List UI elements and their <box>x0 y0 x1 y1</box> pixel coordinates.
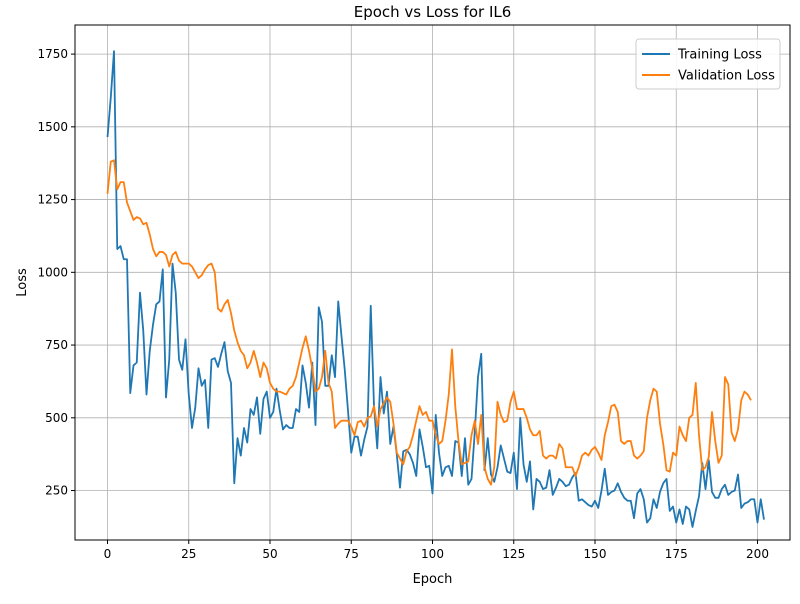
series-line-validation-loss <box>106 159 752 486</box>
x-axis-label: Epoch <box>413 572 453 587</box>
x-tick-label: 175 <box>665 547 688 561</box>
y-axis-label: Loss <box>15 268 30 297</box>
x-tick-label: 50 <box>262 547 277 561</box>
x-tick-label: 125 <box>502 547 525 561</box>
y-tick-label: 250 <box>45 484 68 498</box>
x-tick-label: 75 <box>344 547 359 561</box>
x-tick-label: 200 <box>746 547 769 561</box>
y-tick-label: 1500 <box>37 120 68 134</box>
y-tick-label: 1250 <box>37 193 68 207</box>
series-group <box>106 50 765 528</box>
legend-box <box>635 38 781 90</box>
axis-ticks: 0 25 50 75 100 125 150 175 200 250 500 750 1000 1250 1… <box>37 47 769 561</box>
y-tick-label: 500 <box>45 411 68 425</box>
x-tick-label: 100 <box>421 547 444 561</box>
y-tick-label: 750 <box>45 338 68 352</box>
chart-title: Epoch vs Loss for IL6 <box>354 3 512 21</box>
legend-label-validation-loss: Validation Loss <box>678 69 775 84</box>
x-tick-label: 150 <box>584 547 607 561</box>
series-line-training-loss <box>106 50 765 528</box>
legend-label-training-loss: Training Loss <box>677 48 762 63</box>
y-tick-label: 1000 <box>37 265 68 279</box>
legend: Training Loss Validation Loss <box>635 38 781 90</box>
x-tick-label: 0 <box>104 547 112 561</box>
x-tick-label: 25 <box>181 547 196 561</box>
y-tick-label: 1750 <box>37 47 68 61</box>
